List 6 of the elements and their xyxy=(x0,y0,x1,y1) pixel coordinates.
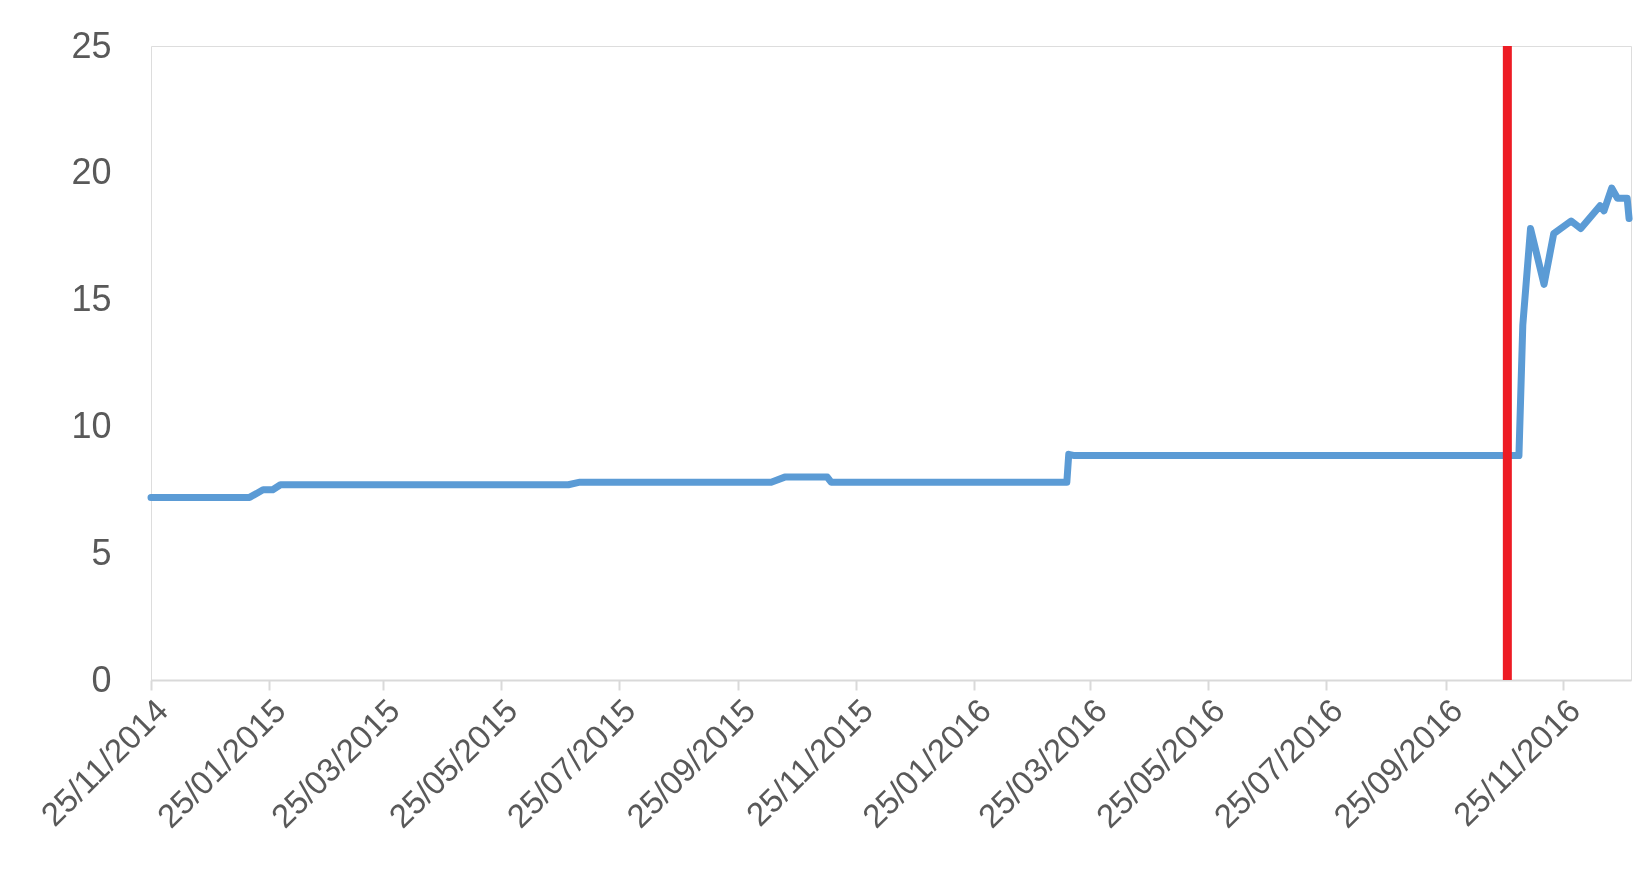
y-tick-label: 25 xyxy=(71,24,112,66)
y-tick-label: 20 xyxy=(71,151,112,193)
y-tick-label: 0 xyxy=(91,658,112,700)
y-tick-label: 10 xyxy=(71,404,112,446)
y-tick-label: 5 xyxy=(91,531,112,573)
y-tick-label: 15 xyxy=(71,278,112,320)
